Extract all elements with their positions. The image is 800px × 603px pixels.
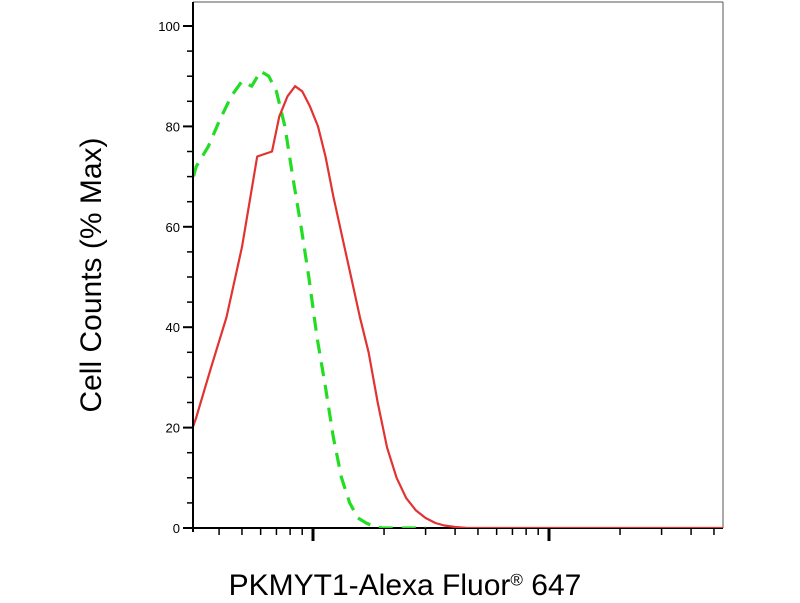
y-tick-label: 100 <box>158 19 180 34</box>
x-axis-label: PKMYT1-Alexa Fluor® 647 <box>229 569 582 603</box>
plot-frame <box>187 1 724 532</box>
series-layer <box>194 69 723 528</box>
y-axis-ticks: 0 20 40 60 80 100 <box>158 19 193 536</box>
y-tick-label: 60 <box>166 220 180 235</box>
series-line-solid <box>194 85 723 528</box>
y-axis-label: Cell Counts (% Max) <box>75 137 108 413</box>
x-axis-ticks <box>218 528 715 541</box>
x-axis-label-tail: 647 <box>531 569 582 602</box>
x-axis-label-main: PKMYT1-Alexa Fluor <box>228 569 511 602</box>
y-tick-label: 20 <box>166 421 180 436</box>
y-tick-label: 80 <box>166 119 180 134</box>
y-tick-label: 0 <box>173 521 180 536</box>
x-axis-label-registered-mark: ® <box>510 570 523 590</box>
y-tick-label: 40 <box>166 320 180 335</box>
